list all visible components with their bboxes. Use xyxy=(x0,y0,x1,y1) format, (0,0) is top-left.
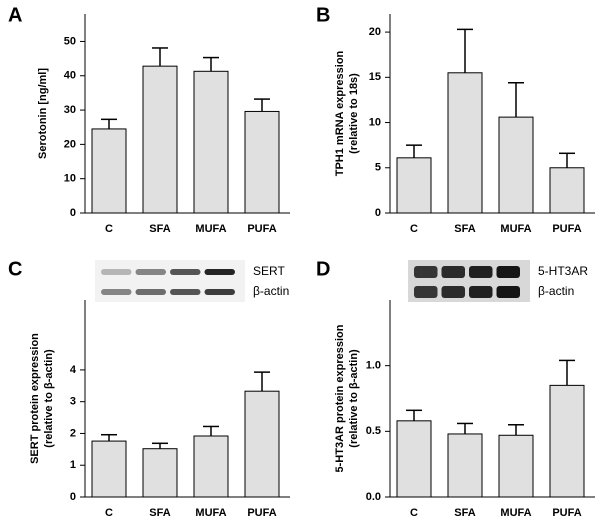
blot-band xyxy=(441,286,465,298)
x-tick-label: MUFA xyxy=(195,507,226,519)
bar xyxy=(396,157,432,214)
blot-band xyxy=(204,269,235,275)
y-axis-label: Serotonin [ng/ml] xyxy=(37,68,49,159)
x-tick-label: MUFA xyxy=(195,223,226,235)
x-tick-label: SFA xyxy=(454,223,475,235)
y-tick-label: 10 xyxy=(369,116,381,128)
x-tick-label: PUFA xyxy=(552,223,581,235)
y-tick-label: 4 xyxy=(70,364,77,376)
y-tick-label: 0.5 xyxy=(366,425,381,437)
y-tick-label: 1 xyxy=(70,459,76,471)
y-tick-label: 0.0 xyxy=(366,491,381,503)
blot-band xyxy=(469,266,493,278)
y-tick-label: 0 xyxy=(70,207,76,219)
bar xyxy=(142,65,178,214)
bar xyxy=(498,116,534,214)
bar xyxy=(447,433,483,498)
y-axis-label: (relative to β-actin) xyxy=(348,349,360,448)
y-axis-label: 5-HT3AR protein expression xyxy=(334,324,346,472)
blot-band xyxy=(496,266,520,278)
x-tick-label: SFA xyxy=(149,507,170,519)
panel-label: D xyxy=(316,258,330,280)
bar xyxy=(142,448,178,498)
blot-band xyxy=(496,286,520,298)
x-tick-label: SFA xyxy=(149,223,170,235)
x-tick-label: C xyxy=(410,223,418,235)
blot-band xyxy=(469,286,493,298)
blot-label: β-actin xyxy=(538,284,574,298)
bar xyxy=(244,110,280,214)
x-tick-label: PUFA xyxy=(247,223,276,235)
blot-label: SERT xyxy=(253,264,285,278)
y-tick-label: 10 xyxy=(64,173,76,185)
blot-band xyxy=(135,289,166,295)
y-tick-label: 1.0 xyxy=(366,360,381,372)
y-tick-label: 30 xyxy=(64,104,76,116)
blot-band xyxy=(170,289,201,295)
x-tick-label: MUFA xyxy=(500,223,531,235)
blot-band xyxy=(101,289,132,295)
x-tick-label: C xyxy=(105,223,113,235)
blot-band xyxy=(414,286,438,298)
y-tick-label: 5 xyxy=(375,162,381,174)
bar xyxy=(549,384,585,498)
bar xyxy=(396,420,432,498)
y-axis-label: (relative to 18s) xyxy=(348,73,360,154)
x-tick-label: SFA xyxy=(454,507,475,519)
y-axis-label: TPH1 mRNA expression xyxy=(334,50,346,176)
bar xyxy=(549,167,585,214)
y-tick-label: 20 xyxy=(64,138,76,150)
bar xyxy=(91,128,127,214)
x-tick-label: MUFA xyxy=(500,507,531,519)
panel-label: B xyxy=(316,4,330,26)
blot-background xyxy=(95,260,245,302)
blot-band xyxy=(135,269,166,275)
bar xyxy=(447,72,483,214)
blot-label: β-actin xyxy=(253,284,289,298)
blot-band xyxy=(414,266,438,278)
y-tick-label: 3 xyxy=(70,396,76,408)
bar xyxy=(244,390,280,498)
blot-band xyxy=(170,269,201,275)
y-tick-label: 0 xyxy=(70,491,76,503)
blot-band xyxy=(441,266,465,278)
panel-label: C xyxy=(8,258,22,280)
y-axis-label: SERT protein expression xyxy=(29,333,41,464)
y-tick-label: 15 xyxy=(369,71,381,83)
x-tick-label: PUFA xyxy=(552,507,581,519)
y-tick-label: 50 xyxy=(64,35,76,47)
x-tick-label: PUFA xyxy=(247,507,276,519)
y-tick-label: 2 xyxy=(70,427,76,439)
bar xyxy=(193,70,229,214)
x-tick-label: C xyxy=(410,507,418,519)
y-tick-label: 20 xyxy=(369,26,381,38)
blot-band xyxy=(204,289,235,295)
blot-band xyxy=(101,269,132,275)
bar xyxy=(193,435,229,498)
x-tick-label: C xyxy=(105,507,113,519)
bar xyxy=(498,434,534,498)
y-axis-label: (relative to β-actin) xyxy=(43,349,55,448)
y-tick-label: 0 xyxy=(375,207,381,219)
panel-label: A xyxy=(8,4,22,26)
y-tick-label: 40 xyxy=(64,70,76,82)
blot-label: 5-HT3AR xyxy=(538,264,588,278)
bar xyxy=(91,440,127,498)
